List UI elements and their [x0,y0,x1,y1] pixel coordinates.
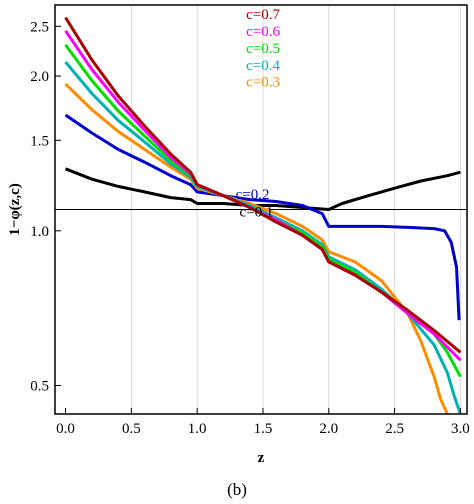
series-label: c=0.1 [240,205,274,221]
series-label: c=0.3 [246,75,280,91]
y-axis-ticks: 0.5 1.0 1.5 2.0 2.5 [30,19,61,394]
series-label: c=0.4 [246,58,280,74]
series-line [64,61,462,415]
series-labels: c=0.1 c=0.2 c=0.3c=0.4c=0.5c=0.6c=0.7 [236,7,281,220]
series-label: c=0.2 [236,187,270,203]
series-line [64,82,449,415]
y-tick-label: 1.5 [30,133,49,149]
x-tick-label: 3.0 [451,421,470,437]
x-tick-label: 2.5 [385,421,404,437]
series-lines [64,16,462,415]
y-tick-label: 2.5 [30,19,49,35]
x-tick-label: 1.0 [188,421,207,437]
series-label: c=0.6 [246,24,280,40]
y-tick-label: 1.0 [30,224,49,240]
figure-caption: (b) [227,480,247,499]
x-tick-label: 0.0 [56,421,75,437]
x-tick-label: 0.5 [122,421,141,437]
y-tick-label: 2.0 [30,69,49,85]
series-line [64,16,462,354]
series-line [64,113,461,321]
series-label: c=0.7 [246,7,280,23]
series-label: c=0.5 [246,41,280,57]
series-line [64,167,461,211]
y-axis-label: 1−φ(z,c) [7,183,23,235]
x-axis-label: z [258,450,265,466]
plot-frame [54,4,468,415]
y-tick-label: 0.5 [30,378,49,394]
x-tick-label: 1.5 [254,421,273,437]
x-tick-label: 2.0 [319,421,338,437]
x-axis-ticks: 0.0 0.5 1.0 1.5 2.0 2.5 3.0 [56,408,470,437]
